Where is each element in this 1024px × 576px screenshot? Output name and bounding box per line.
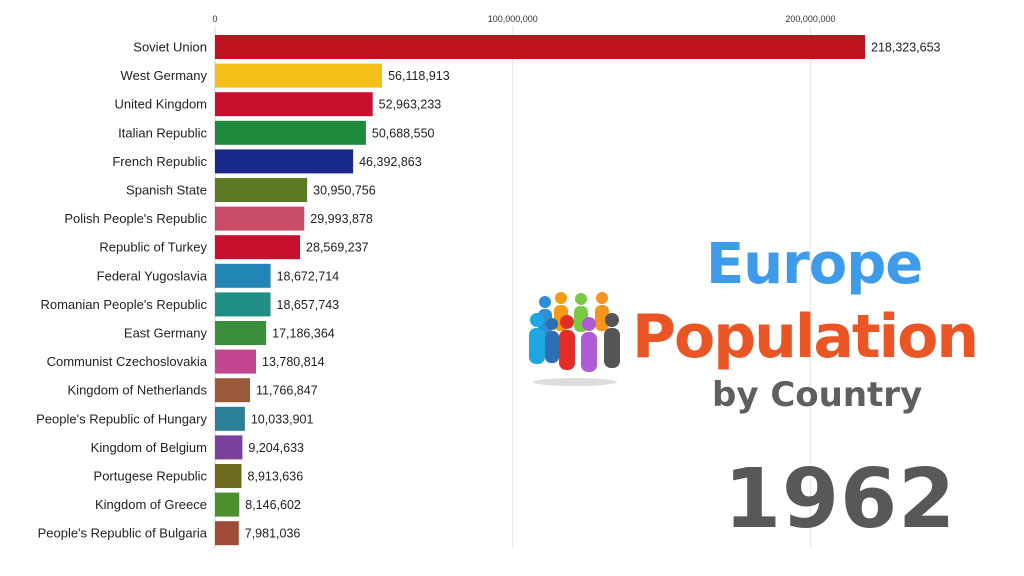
category-label: French Republic	[112, 154, 207, 169]
value-label: 18,672,714	[277, 269, 340, 283]
value-label: 56,118,913	[388, 69, 450, 83]
category-label: Federal Yugoslavia	[97, 268, 208, 283]
category-label: Communist Czechoslovakia	[47, 354, 208, 369]
bar	[215, 92, 373, 117]
bar	[215, 178, 308, 202]
bar	[215, 120, 366, 145]
bar	[215, 235, 301, 260]
title-by-country: by Country	[712, 375, 923, 415]
value-label: 8,146,602	[245, 498, 301, 512]
bar	[215, 263, 271, 288]
tick-label: 200,000,000	[785, 14, 835, 24]
category-label: Spanish State	[126, 183, 207, 198]
bar	[215, 149, 354, 174]
category-label: United Kingdom	[115, 97, 208, 112]
category-label: West Germany	[121, 68, 208, 83]
bar	[215, 349, 257, 374]
value-label: 13,780,814	[262, 355, 325, 369]
category-label: Soviet Union	[133, 40, 207, 55]
category-label: Kingdom of Belgium	[91, 440, 207, 455]
value-label: 11,766,847	[256, 384, 318, 398]
tick-label: 0	[212, 14, 217, 24]
value-label: 10,033,901	[251, 412, 314, 426]
category-label: Romanian People's Republic	[40, 297, 207, 312]
value-label: 29,993,878	[310, 212, 373, 226]
bar	[215, 35, 865, 59]
category-label: Portugese Republic	[94, 469, 208, 484]
category-label: Italian Republic	[118, 125, 207, 140]
category-label: East Germany	[124, 326, 208, 341]
value-label: 52,963,233	[379, 98, 442, 112]
value-label: 218,323,653	[871, 41, 941, 55]
value-label: 17,186,364	[272, 327, 335, 341]
category-label: Kingdom of Netherlands	[68, 383, 208, 398]
tick-label: 100,000,000	[488, 14, 538, 24]
bar	[215, 206, 305, 231]
category-label: Kingdom of Greece	[95, 497, 207, 512]
bar	[215, 321, 267, 345]
bar	[215, 521, 239, 546]
value-label: 18,657,743	[277, 298, 340, 312]
value-label: 8,913,636	[248, 470, 304, 484]
people-group-icon	[529, 292, 620, 386]
value-label: 30,950,756	[313, 184, 376, 198]
category-label: Republic of Turkey	[99, 240, 207, 255]
bar	[215, 435, 243, 460]
title-europe: Europe	[706, 232, 923, 297]
bar	[215, 464, 242, 488]
year-label: 1962	[724, 452, 957, 547]
category-label: Polish People's Republic	[64, 211, 207, 226]
bar	[215, 292, 271, 317]
value-label: 28,569,237	[306, 241, 369, 255]
title-population: Population	[632, 302, 979, 372]
bar	[215, 378, 251, 403]
value-label: 9,204,633	[248, 441, 304, 455]
value-label: 46,392,863	[359, 155, 422, 169]
category-label: People's Republic of Hungary	[36, 411, 207, 426]
bars: Soviet Union 218,323,653 West Germany 56,11…	[36, 35, 941, 546]
category-label: People's Republic of Bulgaria	[38, 526, 208, 541]
value-label: 7,981,036	[245, 527, 301, 541]
bar	[215, 63, 383, 88]
value-label: 50,688,550	[372, 126, 435, 140]
bar	[215, 492, 240, 517]
bar	[215, 406, 245, 431]
